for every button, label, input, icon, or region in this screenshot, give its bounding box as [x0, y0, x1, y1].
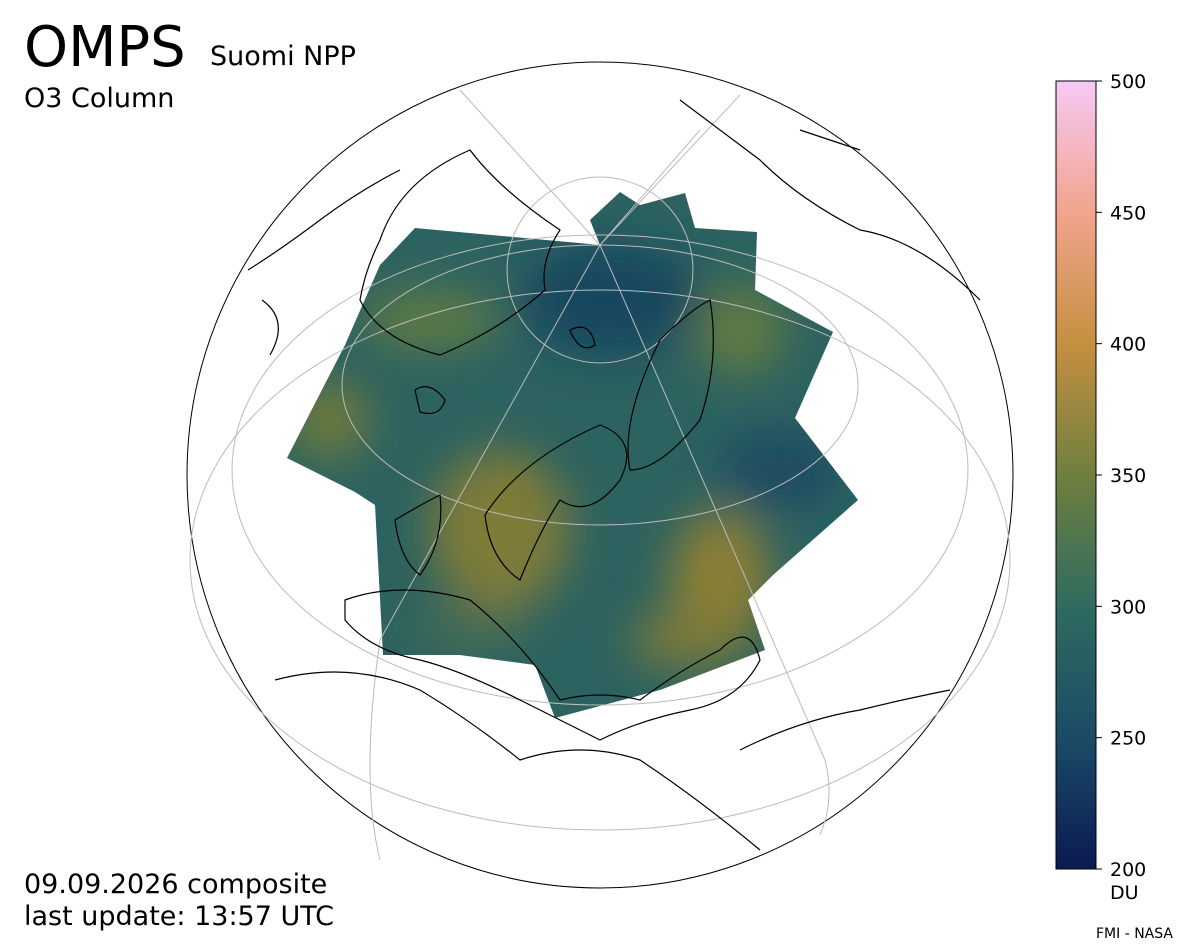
map: [186, 61, 1014, 889]
update: last update: 13:57 UTC: [24, 901, 334, 932]
date: 09.09.2026 composite: [24, 869, 327, 900]
colorbar-tick-label: 400: [1110, 334, 1146, 356]
graticule: [189, 89, 1011, 861]
colorbar: 200 250 300 350 400 450 500 DU: [1055, 71, 1146, 904]
subtitle: Suomi NPP: [210, 41, 356, 72]
coastlines: [247, 99, 981, 851]
title: OMPS: [24, 15, 186, 80]
colorbar-tick-label: 300: [1110, 596, 1146, 618]
colorbar-fill: [1055, 80, 1097, 870]
product: O3 Column: [24, 83, 174, 114]
colorbar-tick-label: 350: [1110, 465, 1146, 487]
colorbar-label: DU: [1110, 882, 1139, 904]
colorbar-tick-label: 250: [1110, 728, 1146, 750]
credit: FMI - NASA: [1096, 926, 1173, 942]
colorbar-tick-label: 500: [1110, 71, 1146, 93]
colorbar-tick-label: 200: [1110, 859, 1146, 881]
colorbar-tick-label: 450: [1110, 202, 1146, 224]
